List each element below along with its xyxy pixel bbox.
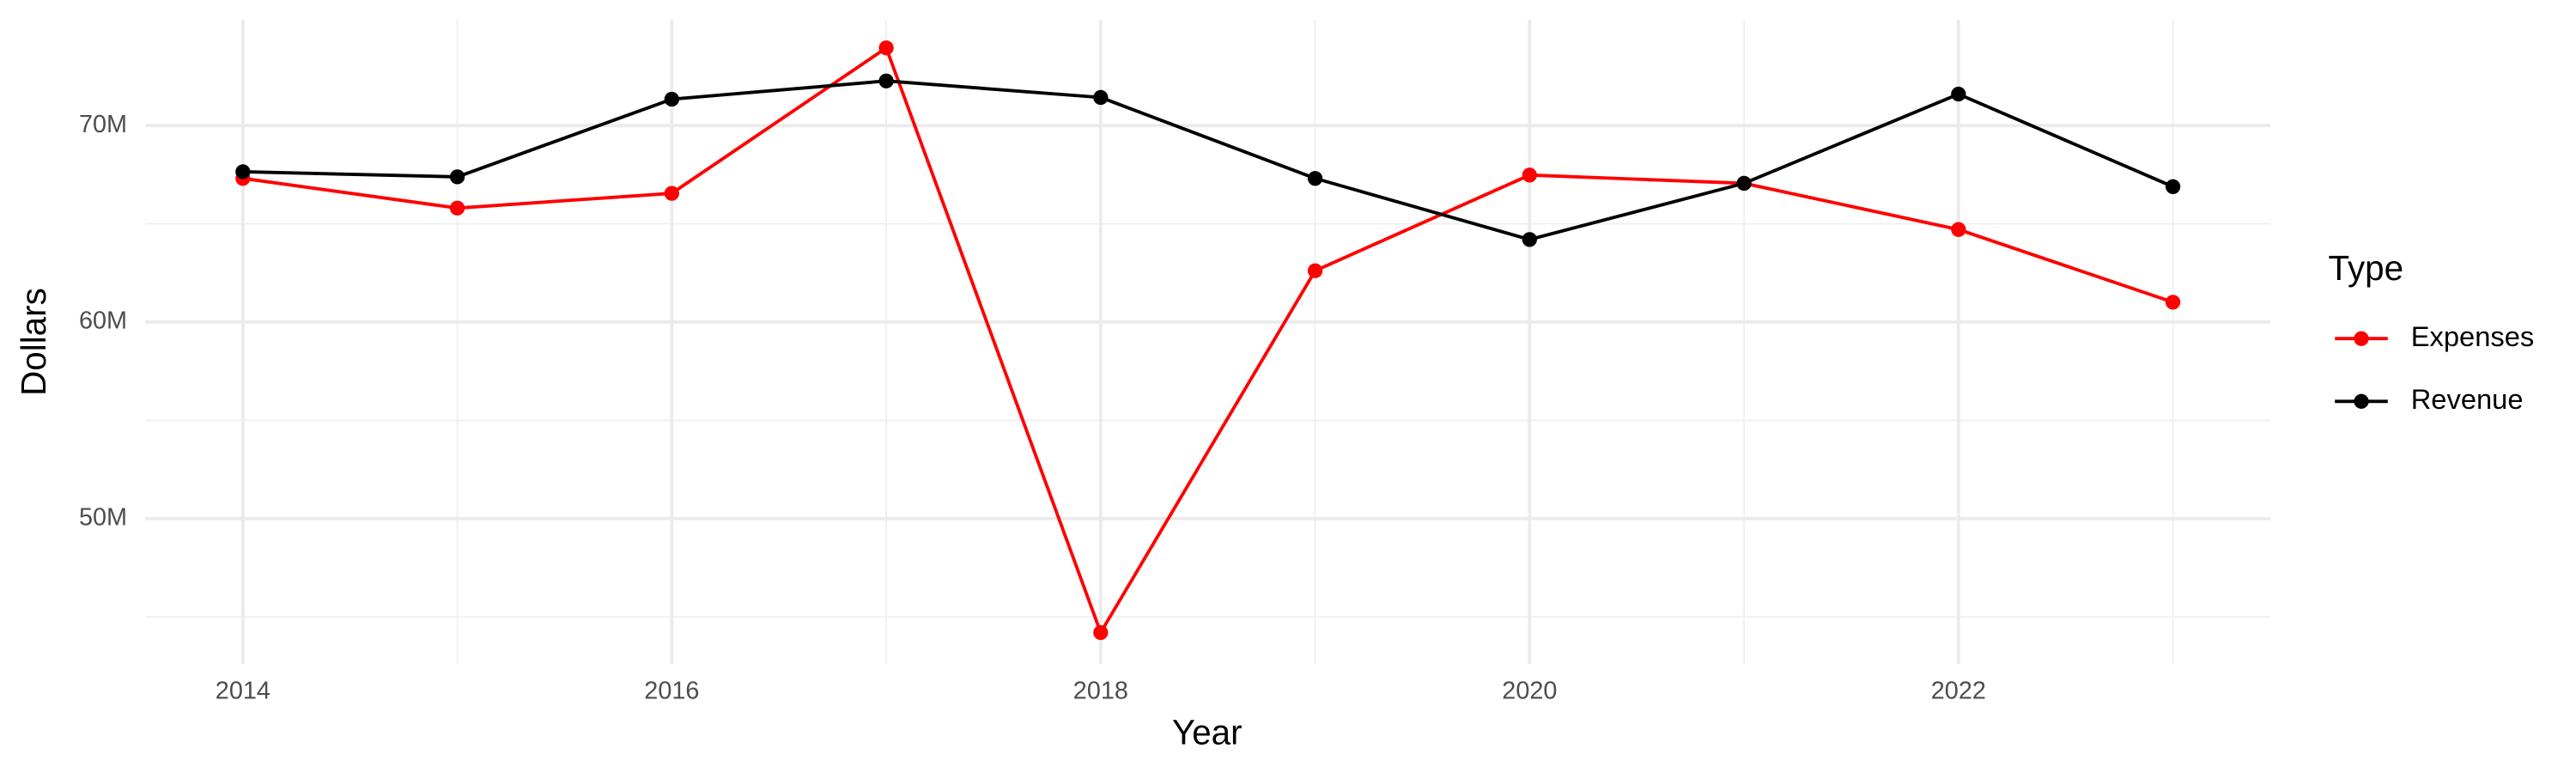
data-point	[235, 164, 251, 180]
x-tick-label: 2020	[1502, 677, 1557, 704]
data-point	[1093, 89, 1109, 106]
data-point	[2165, 179, 2181, 194]
data-point	[449, 200, 465, 216]
y-tick-label: 50M	[79, 503, 127, 531]
data-point	[2165, 295, 2181, 310]
y-tick-label: 70M	[79, 111, 127, 138]
legend-key-point	[2354, 393, 2369, 409]
y-axis-title: Dollars	[14, 288, 53, 396]
x-tick-label: 2022	[1931, 677, 1986, 704]
data-point	[1951, 86, 1966, 102]
y-tick-label: 60M	[79, 307, 127, 335]
x-tick-label: 2016	[644, 677, 699, 704]
legend-key-point	[2354, 331, 2369, 346]
data-point	[1307, 263, 1323, 278]
x-axis-title: Year	[1172, 712, 1242, 752]
data-point	[1307, 171, 1323, 186]
data-point	[664, 91, 680, 107]
grid	[145, 20, 2271, 665]
legend-title: Type	[2329, 248, 2404, 288]
x-tick-label: 2014	[216, 677, 270, 704]
legend-label: Revenue	[2411, 383, 2524, 415]
data-point	[878, 40, 894, 56]
legend: Expenses Revenue	[2335, 320, 2534, 415]
series-line	[242, 79, 2174, 241]
data-point	[1522, 232, 1538, 247]
x-tick-label: 2018	[1073, 677, 1128, 704]
data-point	[1093, 624, 1109, 641]
data-point	[664, 186, 680, 201]
data-point	[449, 169, 465, 185]
legend-label: Expenses	[2411, 320, 2535, 352]
data-point	[1522, 167, 1538, 183]
plot-area	[235, 40, 2181, 641]
data-point	[1736, 175, 1752, 192]
series-line	[242, 45, 2174, 636]
data-point	[1951, 222, 1966, 237]
data-point	[878, 73, 894, 88]
